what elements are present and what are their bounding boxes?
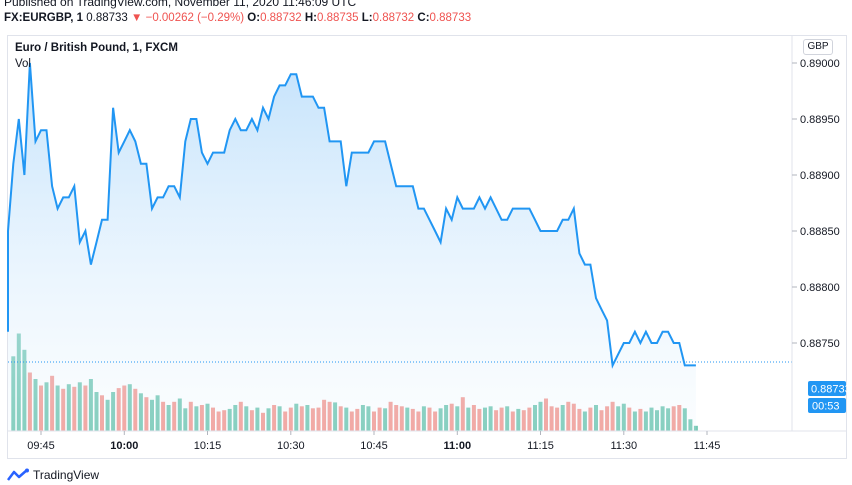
symbol-label: FX:EURGBP, 1 [4, 12, 84, 24]
price-axis[interactable]: 0.88750 0.88800 0.88850 0.88900 0.88950 0.890… [792, 58, 840, 350]
price-axis-label: 0.88950 [800, 114, 840, 126]
price-area [8, 63, 696, 431]
low-value: 0.88732 [372, 12, 415, 24]
low-label: L: [361, 12, 373, 24]
chart-legend-title[interactable]: Euro / British Pound, 1, FXCM [15, 42, 178, 54]
price-axis-label: 0.88750 [800, 338, 840, 350]
time-axis-label: 11:45 [694, 440, 721, 452]
last-price: 0.88733 [86, 12, 128, 24]
time-axis[interactable]: 09:45 10:00 10:15 10:30 10:45 11:00 11:15 11:30… [27, 431, 720, 452]
price-tag-label: 0.88733 [811, 384, 851, 396]
open-label: O: [247, 12, 261, 24]
high-value: 0.88735 [316, 12, 359, 24]
volume-legend[interactable]: Vol [15, 58, 31, 70]
time-axis-label: 10:15 [194, 440, 222, 452]
close-value: 0.88733 [429, 12, 472, 24]
change-arrow: ▼ [131, 12, 143, 24]
countdown-tag: 00:53 [808, 398, 846, 413]
time-axis-label: 11:30 [610, 440, 637, 452]
published-caption: Published on TradingView.com, November 1… [4, 0, 357, 9]
price-axis-label: 0.88850 [800, 226, 840, 238]
time-axis-label: 11:00 [444, 440, 472, 452]
tradingview-logo[interactable]: TradingView [7, 468, 99, 482]
price-tag: 0.88733 [808, 381, 851, 396]
close-label: C: [417, 12, 430, 24]
price-line [7, 62, 696, 369]
high-label: H: [304, 12, 317, 24]
change-value: −0.00262 (−0.29%) [145, 12, 245, 24]
ohlc-header: FX:EURGBP, 1 0.88733 ▼ −0.00262 (−0.29%)… [4, 12, 471, 24]
time-axis-label: 10:00 [110, 440, 138, 452]
price-axis-label: 0.88800 [800, 282, 840, 294]
currency-button[interactable]: GBP [803, 39, 833, 55]
open-value: 0.88732 [260, 12, 302, 24]
price-axis-label: 0.89000 [800, 58, 840, 70]
price-axis-label: 0.88900 [800, 170, 840, 182]
footer-brand: TradingView [33, 468, 100, 482]
time-axis-label: 09:45 [27, 440, 55, 452]
time-axis-label: 10:45 [360, 440, 388, 452]
tradingview-icon [7, 468, 29, 481]
time-axis-label: 10:30 [277, 440, 305, 452]
countdown-tag-label: 00:53 [812, 401, 840, 413]
time-axis-label: 11:15 [527, 440, 554, 452]
